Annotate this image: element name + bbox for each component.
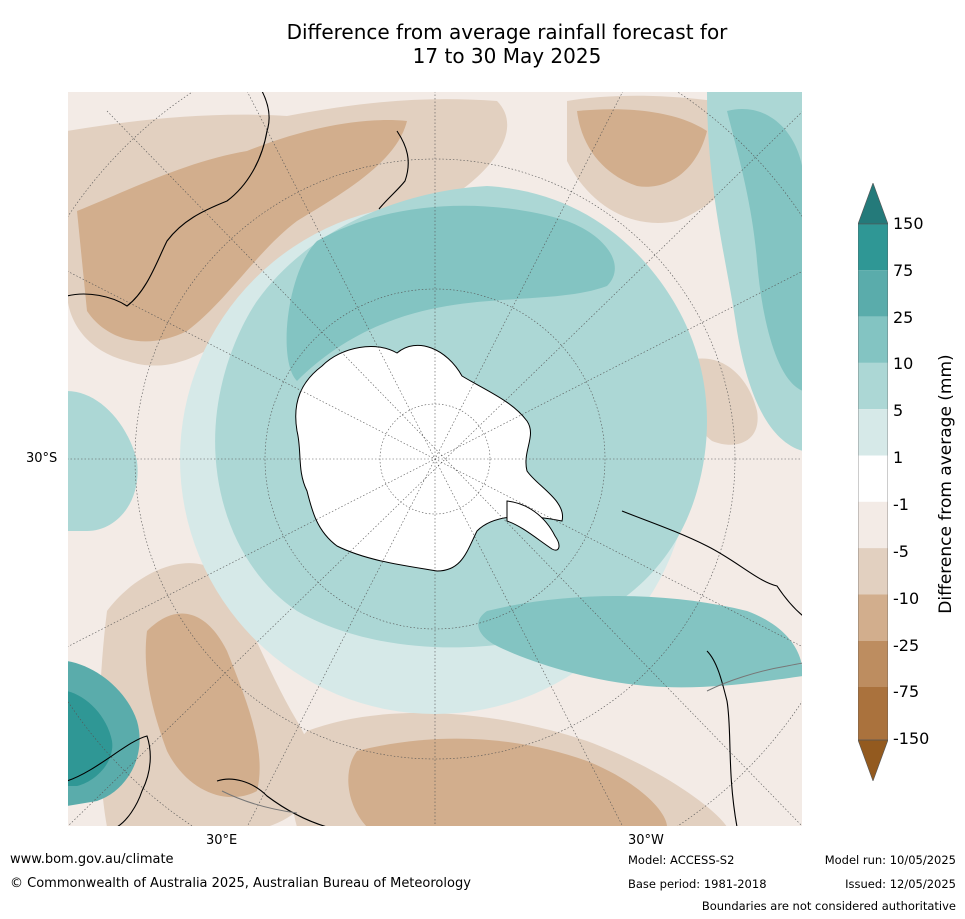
australia-coast <box>67 91 270 307</box>
map-title: Difference from average rainfall forecas… <box>0 20 965 68</box>
title-line-2: 17 to 30 May 2025 <box>412 44 602 68</box>
south-america-coast-2 <box>706 650 738 827</box>
model-run-date: Model run: 10/05/2025 <box>824 853 956 867</box>
bom-url-link[interactable]: www.bom.gov.au/climate <box>10 852 174 867</box>
colorbar-tick: 25 <box>893 308 914 327</box>
colorbar-tick: -75 <box>893 682 920 701</box>
africa-coast <box>67 735 151 827</box>
colorbar-tick: -25 <box>893 636 920 655</box>
antarctic-peninsula <box>506 500 560 551</box>
longitude-label-west: 30°W <box>628 833 664 848</box>
colorbar-tick: 5 <box>893 401 904 420</box>
madagascar-coast <box>216 778 328 827</box>
colorbar-segment <box>858 224 888 271</box>
new-zealand-coast <box>378 130 409 210</box>
title-line-1: Difference from average rainfall forecas… <box>286 20 728 44</box>
dry-anomaly-regions <box>67 95 767 827</box>
colorbar-tick: -1 <box>893 495 909 514</box>
colorbar-tick: 10 <box>893 354 914 373</box>
rainfall-anomaly-map <box>67 91 803 827</box>
base-period: Base period: 1981-2018 <box>628 877 767 891</box>
colorbar-segment <box>858 455 888 502</box>
colorbar-tick: -10 <box>893 589 920 608</box>
colorbar-tick: 1 <box>893 448 904 467</box>
issued-date: Issued: 12/05/2025 <box>845 877 956 891</box>
colorbar-tick: -5 <box>893 542 909 561</box>
colorbar-title: Difference from average (mm) <box>936 354 956 614</box>
graticule-lines <box>67 91 803 827</box>
colorbar-segment <box>858 362 888 410</box>
colorbar-segment <box>858 594 888 641</box>
colorbar-top-extension <box>858 183 888 225</box>
colorbar-tick: 150 <box>893 214 924 233</box>
copyright-notice: © Commonwealth of Australia 2025, Austra… <box>10 876 471 891</box>
longitude-label-east: 30°E <box>206 833 238 848</box>
country-borders <box>221 662 803 814</box>
colorbar <box>858 183 888 781</box>
map-canvas <box>67 91 803 827</box>
south-america-coast <box>621 510 803 617</box>
model-name: Model: ACCESS-S2 <box>628 853 735 867</box>
colorbar-segment <box>858 687 888 740</box>
boundaries-disclaimer: Boundaries are not considered authoritat… <box>701 899 956 913</box>
colorbar-segment <box>858 409 888 456</box>
colorbar-segment <box>858 548 888 595</box>
latitude-label: 30°S <box>26 451 58 466</box>
coastlines <box>67 91 803 827</box>
colorbar-segment <box>858 316 888 363</box>
colorbar-segment <box>858 501 888 549</box>
colorbar-tick: -150 <box>893 729 930 748</box>
colorbar-tick: 75 <box>893 261 914 280</box>
colorbar-bottom-extension <box>858 739 888 781</box>
colorbar-segment <box>858 640 888 687</box>
colorbar-segment <box>858 270 888 317</box>
